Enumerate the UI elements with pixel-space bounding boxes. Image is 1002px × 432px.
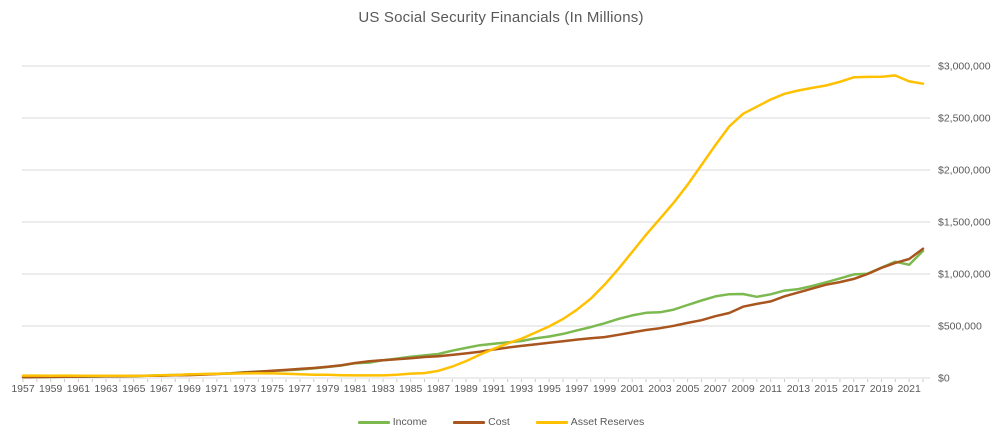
- x-axis-label: 1987: [427, 383, 451, 395]
- legend-item-income[interactable]: Income: [357, 416, 428, 428]
- cost-line-swatch: [453, 420, 486, 424]
- x-axis-label: 2013: [787, 383, 811, 395]
- legend-label-asset-reserves: Asset Reserves: [570, 416, 645, 428]
- chart-legend: Income Cost Asset Reserves: [0, 416, 1002, 428]
- x-axis-label: 1959: [39, 383, 63, 395]
- y-axis-label: $1,500,000: [938, 217, 991, 229]
- x-axis-label: 2019: [870, 383, 894, 395]
- income-line-swatch: [357, 420, 390, 424]
- legend-label-cost: Cost: [488, 416, 510, 428]
- x-axis-label: 2001: [621, 383, 645, 395]
- y-axis-label: $2,500,000: [938, 113, 991, 125]
- legend-label-income: Income: [392, 416, 428, 428]
- x-axis-label: 1983: [371, 383, 395, 395]
- x-axis-label: 1971: [205, 383, 229, 395]
- x-axis-label: 1963: [94, 383, 118, 395]
- x-axis-label: 2009: [731, 383, 755, 395]
- x-axis-label: 1989: [454, 383, 478, 395]
- x-axis-label: 2017: [842, 383, 866, 395]
- x-axis-label: 2003: [648, 383, 672, 395]
- x-axis-label: 1997: [565, 383, 589, 395]
- x-axis-label: 1995: [537, 383, 561, 395]
- x-axis-label: 1969: [177, 383, 201, 395]
- x-axis-label: 2021: [897, 383, 921, 395]
- x-axis-label: 1967: [150, 383, 174, 395]
- x-axis-label: 1973: [233, 383, 257, 395]
- legend-item-cost[interactable]: Cost: [453, 416, 510, 428]
- x-axis-label: 1975: [261, 383, 285, 395]
- x-axis-label: 1957: [11, 383, 35, 395]
- asset-reserves-line-swatch: [535, 420, 568, 424]
- x-axis-label: 1985: [399, 383, 423, 395]
- y-axis-label: $2,000,000: [938, 165, 991, 177]
- y-axis-label: $1,000,000: [938, 269, 991, 281]
- x-axis-label: 1979: [316, 383, 340, 395]
- x-axis-label: 1961: [67, 383, 91, 395]
- x-axis-label: 2005: [676, 383, 700, 395]
- x-axis-label: 1991: [482, 383, 506, 395]
- x-axis-label: 1977: [288, 383, 312, 395]
- y-axis-label: $500,000: [938, 321, 982, 333]
- series-line-asset-reserves: [21, 74, 925, 378]
- x-axis-label: 2011: [759, 383, 782, 395]
- x-axis-label: 2007: [704, 383, 728, 395]
- x-axis-label: 1999: [593, 383, 617, 395]
- chart-title: US Social Security Financials (In Millio…: [358, 9, 644, 26]
- x-axis-label: 2015: [814, 383, 838, 395]
- x-axis-label: 1993: [510, 383, 534, 395]
- x-axis-label: 1965: [122, 383, 146, 395]
- y-axis-label: $3,000,000: [938, 61, 991, 73]
- legend-item-asset-reserves[interactable]: Asset Reserves: [535, 416, 645, 428]
- x-axis-label: 1981: [344, 383, 368, 395]
- y-axis-label: $0: [938, 373, 950, 385]
